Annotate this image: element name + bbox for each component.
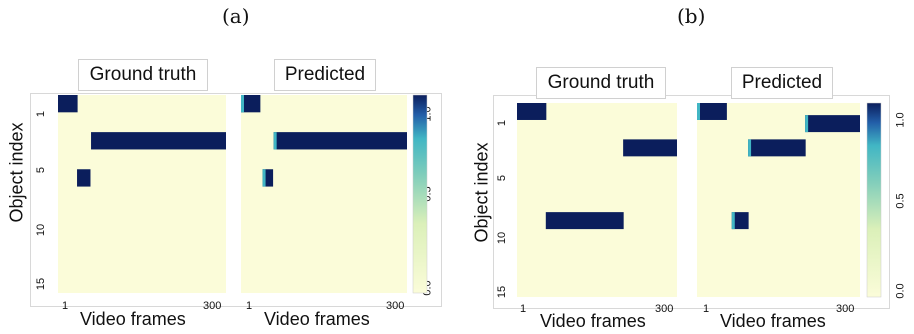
track-edge-0-1-0 [241, 95, 244, 113]
track-bar-0-1-0 [241, 95, 261, 113]
subplot-title-b-ground-truth: Ground truth [536, 67, 666, 99]
track-bar-1-1-1 [805, 115, 860, 133]
x-tick-a-gt-start: 1 [62, 300, 69, 312]
track-bar-1-1-3 [731, 212, 749, 230]
track-bar-0-0-2 [77, 169, 91, 187]
colorbar-0 [412, 94, 428, 294]
x-axis-label-a-ground-truth: Video frames [80, 309, 186, 329]
track-edge-1-1-0 [697, 103, 700, 120]
track-bar-0-0-1 [91, 132, 226, 150]
x-tick-a-pr-start: 1 [246, 300, 253, 312]
x-tick-a-gt-end: 300 [203, 300, 222, 312]
track-bar-0-0-0 [58, 95, 78, 113]
x-tick-b-pr-start: 1 [703, 303, 710, 315]
x-tick-b-gt-start: 1 [520, 303, 527, 315]
subplot-title-b-predicted: Predicted [731, 67, 833, 99]
subplot-title-a-ground-truth: Ground truth [78, 59, 208, 91]
x-axis-label-b-predicted: Video frames [720, 311, 826, 331]
track-bar-0-1-1 [273, 132, 407, 150]
heatmap-bg-1-1 [697, 103, 860, 297]
colorbar-1 [866, 102, 882, 298]
track-bar-1-1-2 [748, 139, 806, 157]
panel-b-label: (b) [677, 4, 706, 28]
track-edge-1-1-1 [805, 115, 809, 133]
panel-a-label: (a) [222, 4, 250, 28]
track-bar-1-1-0 [697, 103, 727, 120]
heatmap-bg-0-1 [241, 95, 407, 293]
track-bar-1-0-2 [545, 212, 624, 230]
track-bar-1-0-0 [517, 103, 547, 120]
x-axis-label-b-ground-truth: Video frames [540, 311, 646, 331]
track-edge-1-1-3 [731, 212, 735, 230]
x-tick-b-pr-end: 300 [836, 303, 855, 315]
subplot-title-a-predicted: Predicted [274, 59, 376, 91]
x-tick-a-pr-end: 300 [386, 300, 405, 312]
track-edge-0-1-1 [273, 132, 277, 150]
track-edge-1-1-2 [748, 139, 752, 157]
heatmap-bg-0-0 [58, 95, 226, 293]
track-bar-0-1-2 [262, 169, 274, 187]
heatmap-bg-1-0 [517, 103, 677, 297]
x-tick-b-gt-end: 300 [655, 303, 674, 315]
track-edge-0-1-2 [262, 169, 266, 187]
track-bar-1-0-1 [623, 139, 677, 157]
x-axis-label-a-predicted: Video frames [264, 309, 370, 329]
